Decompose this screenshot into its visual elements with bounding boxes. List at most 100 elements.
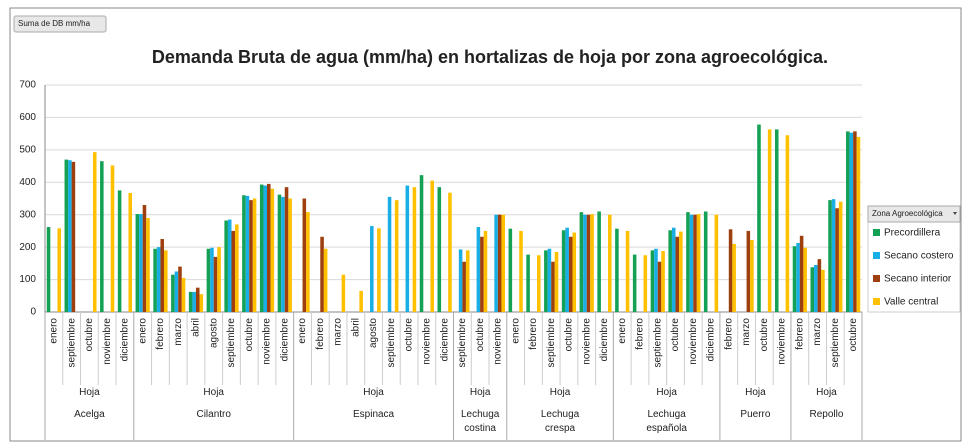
bar — [551, 261, 555, 312]
bar — [139, 214, 143, 312]
bar — [568, 236, 573, 312]
x-tick-label: febrero — [155, 318, 166, 350]
x-tick-label: diciembre — [439, 318, 450, 362]
bar — [544, 250, 548, 312]
bar — [853, 131, 857, 312]
bar — [465, 250, 470, 312]
bar — [68, 160, 72, 312]
x-tick-label: agosto — [368, 318, 379, 348]
x-tick-label: septiembre — [66, 318, 77, 368]
bar — [615, 228, 619, 312]
group-type-label: Hoja — [363, 387, 384, 398]
bar — [387, 196, 392, 312]
field-button-label[interactable]: Suma de DB mm/ha — [18, 19, 91, 28]
x-tick-label: diciembre — [120, 318, 131, 362]
x-tick-label: febrero — [635, 318, 646, 350]
x-tick-label: noviembre — [102, 318, 113, 365]
bar — [732, 243, 736, 312]
bar — [846, 131, 850, 312]
bar — [746, 230, 751, 312]
bar — [814, 264, 818, 312]
x-tick-label: diciembre — [706, 318, 717, 362]
group-label: Espinaca — [352, 409, 395, 420]
bar — [497, 214, 502, 312]
x-tick-label: octubre — [84, 318, 95, 352]
bar — [668, 230, 672, 312]
group-label: Acelga — [74, 409, 105, 420]
bar — [46, 227, 51, 312]
y-tick-label: 300 — [19, 209, 36, 220]
bar — [480, 236, 484, 312]
x-tick-label: enero — [510, 318, 521, 344]
group-type-label: Hoja — [79, 387, 100, 398]
x-tick-label: septiembre — [457, 318, 468, 368]
bar — [263, 185, 268, 312]
bar — [174, 271, 179, 312]
legend-swatch — [873, 298, 880, 305]
x-tick-label: abril — [191, 318, 202, 337]
bar — [156, 247, 161, 312]
bar — [799, 235, 804, 312]
legend-label: Secano interior — [884, 274, 952, 285]
bar — [625, 230, 630, 312]
legend-title[interactable]: Zona Agroecológica — [872, 209, 943, 218]
legend-button[interactable] — [867, 205, 961, 223]
bar — [412, 187, 417, 312]
bar — [110, 165, 115, 312]
x-tick-label: marzo — [333, 318, 344, 346]
bar — [526, 254, 530, 312]
bar — [547, 248, 552, 312]
bar — [679, 231, 683, 312]
bar — [583, 214, 587, 312]
bar — [686, 212, 690, 312]
bar — [146, 217, 150, 312]
bar — [206, 248, 211, 312]
bar — [160, 239, 164, 312]
bar — [100, 161, 104, 312]
x-tick-label: octubre — [404, 318, 415, 352]
bar — [792, 246, 797, 312]
group-label: Puerro — [740, 409, 771, 420]
x-tick-label: septiembre — [652, 318, 663, 368]
x-tick-label: noviembre — [688, 318, 699, 365]
legend-label: Precordillera — [884, 228, 941, 239]
bar — [856, 136, 861, 312]
bar — [245, 195, 250, 312]
bar — [419, 175, 424, 312]
bar — [242, 195, 246, 312]
bar — [199, 294, 204, 312]
bar — [213, 256, 218, 312]
group-label: Lechuga crespa — [540, 409, 580, 434]
bar — [171, 274, 175, 312]
bar — [135, 214, 140, 312]
x-tick-label: diciembre — [279, 318, 290, 362]
dropdown-arrow[interactable] — [953, 212, 957, 215]
bar — [195, 287, 200, 312]
bar — [235, 224, 239, 312]
x-tick-label: enero — [297, 318, 308, 344]
bar — [92, 152, 97, 312]
legend-swatch — [873, 252, 880, 259]
bar — [671, 227, 676, 312]
bar — [838, 201, 843, 312]
group-type-label: Hoja — [469, 387, 491, 398]
y-tick-label: 100 — [19, 274, 36, 285]
field-button[interactable] — [13, 15, 107, 33]
bar — [796, 242, 800, 312]
bar — [590, 214, 594, 312]
x-tick-label: noviembre — [777, 318, 788, 365]
legend-label: Secano costero — [884, 251, 954, 262]
bar — [835, 208, 839, 312]
bar — [142, 204, 147, 312]
bar — [259, 184, 264, 312]
x-tick-label: octubre — [244, 318, 255, 352]
legend-swatch — [873, 275, 880, 282]
bar — [728, 229, 733, 312]
bar — [483, 230, 488, 312]
group-type-label: Hoja — [656, 387, 677, 398]
bar — [643, 255, 648, 312]
bar — [217, 247, 221, 312]
y-tick-label: 500 — [19, 144, 36, 155]
bar — [210, 247, 214, 312]
bar — [536, 255, 541, 312]
